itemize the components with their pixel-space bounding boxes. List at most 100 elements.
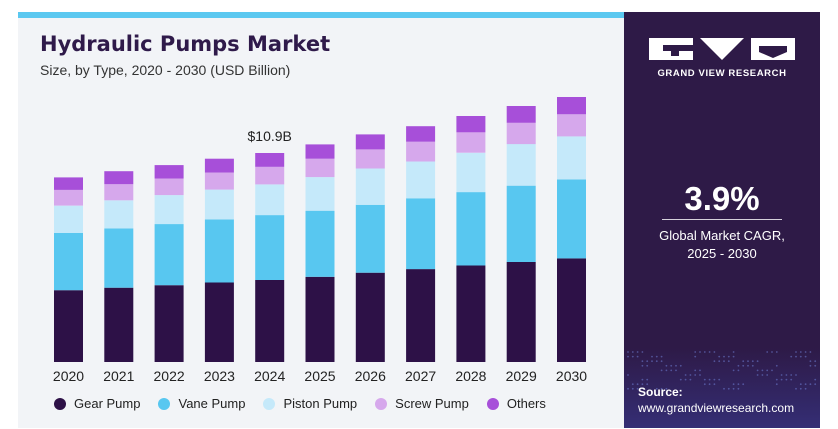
map-dot — [737, 387, 740, 390]
map-dot — [636, 383, 639, 386]
map-dot — [665, 369, 668, 372]
x-tick-label: 2023 — [204, 368, 235, 384]
map-dot — [732, 387, 735, 390]
map-dot — [660, 387, 663, 390]
grand-view-research-logo — [649, 38, 795, 60]
map-dot — [766, 369, 769, 372]
map-dot — [713, 351, 716, 353]
x-tick-label: 2020 — [53, 368, 84, 384]
bar-segment-2024-piston-pump — [255, 184, 285, 216]
map-dot — [631, 387, 634, 390]
accent-bar — [18, 12, 624, 18]
bar-segment-2022-gear-pump — [154, 285, 184, 362]
map-dot — [742, 360, 745, 363]
map-dot — [665, 364, 668, 367]
map-dot — [627, 355, 629, 358]
cagr-label: Global Market CAGR, 2025 - 2030 — [624, 227, 820, 263]
map-dot — [727, 360, 730, 363]
x-tick-label: 2030 — [556, 368, 587, 384]
map-dot — [718, 355, 721, 358]
map-dot — [646, 360, 649, 363]
map-dot — [795, 355, 797, 358]
bar-segment-2020-screw-pump — [54, 189, 83, 206]
map-dot — [713, 360, 716, 363]
map-dot — [737, 369, 740, 372]
map-dot — [804, 355, 807, 358]
map-dot — [799, 387, 802, 390]
map-dot — [641, 383, 644, 386]
source-label: Source: — [638, 385, 683, 399]
map-dot — [708, 383, 711, 386]
map-dot — [737, 364, 740, 367]
legend-label: Vane Pump — [178, 396, 246, 411]
bar-segment-2027-others — [406, 126, 436, 142]
bar-segment-2023-others — [204, 158, 234, 173]
legend-swatch — [263, 397, 276, 410]
map-dot — [660, 355, 663, 358]
bar-segment-2026-piston-pump — [355, 168, 385, 205]
bar-segment-2024-others — [255, 153, 285, 167]
bar-segment-2023-piston-pump — [204, 189, 234, 220]
map-dot — [631, 383, 634, 386]
bar-segment-2023-gear-pump — [204, 282, 234, 362]
map-dot — [651, 360, 653, 363]
map-dot — [790, 374, 793, 376]
map-dot — [627, 387, 629, 390]
bar-segment-2030-vane-pump — [557, 179, 586, 259]
map-dot — [809, 360, 812, 363]
legend-swatch — [375, 397, 388, 410]
map-dot — [732, 369, 735, 372]
map-dot — [703, 378, 706, 381]
bar-segment-2021-vane-pump — [104, 228, 134, 288]
map-dot — [814, 360, 817, 363]
bar-segment-2023-screw-pump — [204, 172, 234, 190]
map-dot — [699, 351, 701, 353]
map-dot — [718, 378, 721, 381]
x-tick-label: 2022 — [154, 368, 185, 384]
map-dot — [651, 355, 653, 358]
map-dot — [636, 351, 639, 353]
bar-segment-2029-others — [506, 106, 536, 123]
map-dot — [809, 383, 812, 386]
map-dot — [713, 383, 716, 386]
legend-label: Screw Pump — [395, 396, 469, 411]
source-link[interactable]: www.grandviewresearch.com — [638, 401, 795, 415]
map-dot — [679, 378, 682, 381]
map-dot — [775, 383, 778, 386]
x-tick-label: 2024 — [254, 368, 285, 384]
bar-segment-2025-gear-pump — [305, 276, 335, 362]
x-tick-label: 2027 — [405, 368, 436, 384]
bar-segment-2029-vane-pump — [506, 185, 536, 262]
map-dot — [694, 374, 697, 376]
map-dot — [742, 364, 745, 367]
x-tick-label: 2028 — [455, 368, 486, 384]
map-dot — [670, 369, 673, 372]
map-dot — [660, 360, 663, 363]
map-dot — [780, 374, 783, 376]
bar-segment-2021-others — [104, 171, 134, 185]
map-dot — [646, 383, 649, 386]
map-dot — [804, 351, 807, 353]
cagr-divider — [662, 219, 782, 220]
chart-panel: Hydraulic Pumps Market Size, by Type, 20… — [18, 12, 624, 428]
legend-swatch — [54, 397, 66, 410]
bar-segment-2020-others — [54, 177, 83, 190]
x-tick-label: 2029 — [506, 368, 537, 384]
bar-segment-2025-screw-pump — [305, 158, 335, 178]
infographic: Hydraulic Pumps Market Size, by Type, 20… — [18, 12, 820, 428]
bar-segment-2022-piston-pump — [154, 195, 184, 224]
map-dot — [727, 355, 730, 358]
bar-segment-2025-vane-pump — [305, 210, 335, 277]
map-dot — [636, 355, 639, 358]
bar-segment-2026-gear-pump — [355, 272, 385, 362]
map-dot — [627, 374, 629, 376]
legend-item-gear-pump: Gear Pump — [54, 396, 140, 411]
legend-item-others: Others — [486, 396, 546, 411]
bar-segment-2028-others — [456, 116, 486, 133]
map-dot — [766, 374, 769, 376]
map-dot — [694, 369, 697, 372]
bar-segment-2026-vane-pump — [355, 204, 385, 273]
chart-subtitle: Size, by Type, 2020 - 2030 (USD Billion) — [40, 62, 291, 78]
map-dot — [799, 383, 802, 386]
map-dot — [785, 378, 788, 381]
